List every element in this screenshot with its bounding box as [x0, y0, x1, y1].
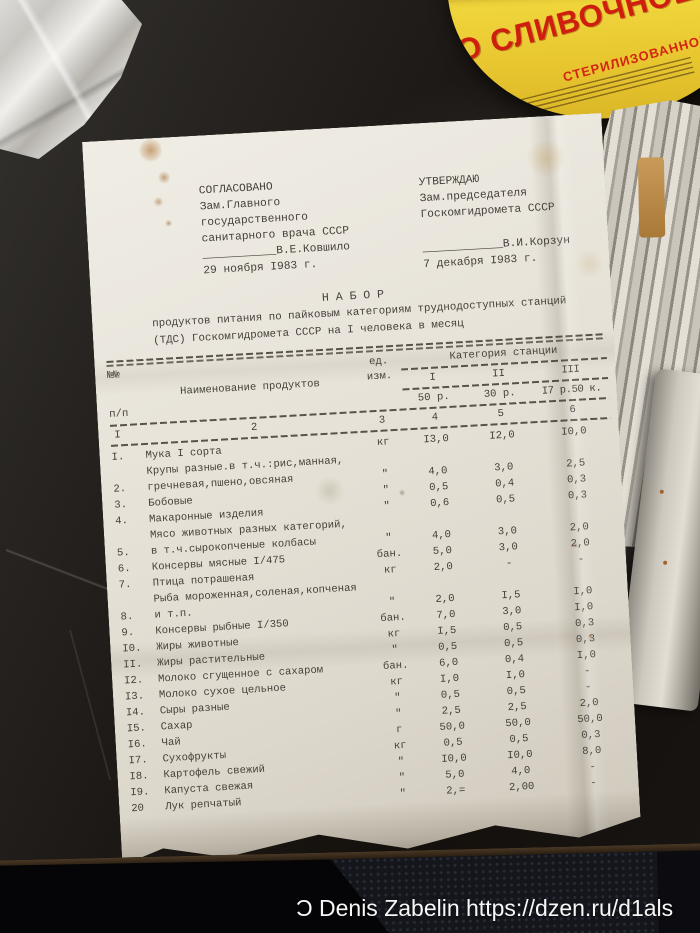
- category-2-value: 2,00: [508, 780, 535, 795]
- unit-value: ": [383, 500, 391, 513]
- colnum: 6: [569, 403, 577, 417]
- row-number: I.: [111, 451, 125, 464]
- header-name-label: Наименование продуктов: [179, 377, 321, 398]
- header-price-3: I7 р.50 к.: [541, 382, 602, 398]
- row-number: I3.: [124, 690, 145, 704]
- document-content: СОГЛАСОВАНО Зам.Главного государственног…: [82, 113, 639, 818]
- row-number: II.: [122, 658, 143, 672]
- approved-block: УТВЕРЖДАЮ Зам.председателя Госкомгидроме…: [418, 167, 571, 273]
- row-number: 7.: [118, 578, 132, 592]
- header-cat-2: II: [491, 367, 506, 381]
- watermark: Ɔ Denis Zabelin https://dzen.ru/d1als: [296, 895, 674, 921]
- row-number: I6.: [127, 738, 148, 752]
- header-unit-top: ед.: [368, 355, 389, 369]
- header-num-bottom: п/п: [108, 407, 129, 421]
- row-number: I7.: [128, 754, 149, 768]
- colnum: 5: [497, 407, 505, 421]
- category-1-value: 2,=: [445, 784, 466, 798]
- header-category-col: Категория станции I II III 50 р. 30 р. I…: [400, 341, 609, 406]
- unit-value: кг: [383, 564, 398, 577]
- colnum: 3: [378, 414, 386, 427]
- header-num-top: №№: [106, 369, 121, 382]
- colnum: 4: [431, 411, 439, 424]
- row-number: I0.: [122, 642, 142, 656]
- colnum: I: [114, 429, 122, 442]
- row-number: I9.: [130, 786, 150, 800]
- row-number: I8.: [129, 770, 149, 784]
- stack-tan-item: [638, 157, 665, 237]
- row-number: 3.: [114, 499, 128, 512]
- row-number: I4.: [125, 706, 146, 720]
- header-cat-3: III: [561, 363, 580, 377]
- header-name-col: Наименование продуктов: [141, 355, 360, 421]
- table-body: I. Мука I сорта кг I3,0 I2,0 I0,0 2. Кру…: [111, 422, 631, 817]
- row-number: 9.: [121, 626, 135, 640]
- ration-table: №№ п/п Наименование продуктов ед. изм. К…: [106, 333, 631, 817]
- agreed-block: СОГЛАСОВАНО Зам.Главного государственног…: [199, 175, 352, 279]
- row-number: 8.: [120, 610, 134, 624]
- approval-blocks: СОГЛАСОВАНО Зам.Главного государственног…: [97, 161, 602, 289]
- header-num-col: №№ п/п: [107, 367, 144, 423]
- row-number: I2.: [123, 674, 144, 688]
- row-number: 4.: [114, 515, 129, 528]
- unit-value: кг: [376, 436, 390, 449]
- header-unit-col: ед. изм.: [356, 353, 403, 409]
- can-label-title: О СЛИВОЧНОЕ: [453, 0, 699, 69]
- row-number: 5.: [116, 546, 131, 560]
- rust-dot: [662, 560, 668, 565]
- unit-value: ": [399, 787, 407, 801]
- ration-document: СОГЛАСОВАНО Зам.Главного государственног…: [82, 113, 642, 869]
- row-number: 2.: [113, 483, 127, 496]
- header-price-2: 30 р.: [483, 387, 516, 401]
- row-number: I5.: [126, 722, 147, 736]
- row-number: 6.: [117, 562, 131, 576]
- header-cat-1: I: [429, 371, 437, 384]
- row-number: 20: [130, 802, 145, 816]
- header-unit-bottom: изм.: [366, 370, 393, 384]
- category-3-value: -: [590, 777, 598, 790]
- rust-dot: [659, 489, 664, 495]
- header-price-1: 50 р.: [417, 390, 451, 405]
